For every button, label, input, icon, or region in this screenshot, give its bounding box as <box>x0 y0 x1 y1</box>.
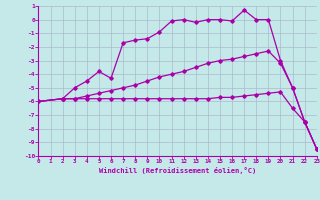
X-axis label: Windchill (Refroidissement éolien,°C): Windchill (Refroidissement éolien,°C) <box>99 167 256 174</box>
